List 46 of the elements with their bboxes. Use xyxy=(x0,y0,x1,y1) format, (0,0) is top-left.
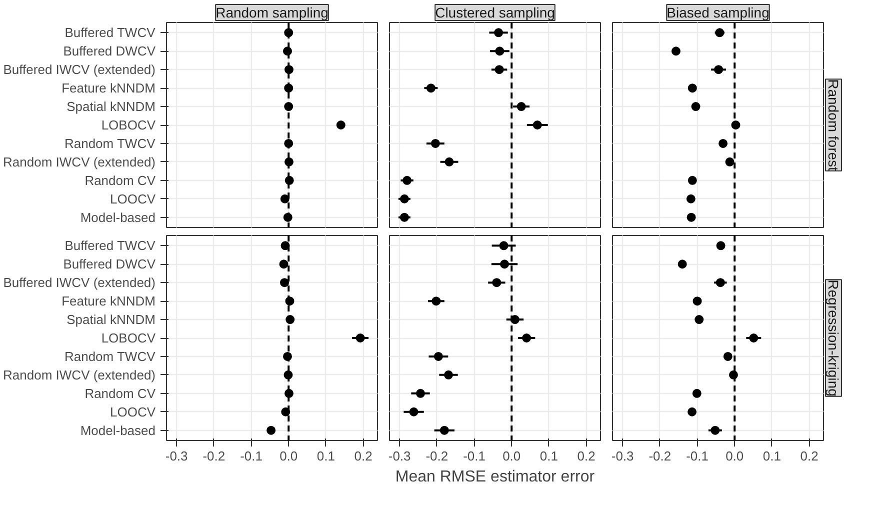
y-tick-label: Buffered IWCV (extended) xyxy=(3,62,156,78)
y-tick-label: Random TWCV xyxy=(64,348,156,364)
x-tick-label: -0.2 xyxy=(202,448,226,464)
y-tick-label: Spatial kNNDM xyxy=(66,99,156,114)
y-tick-label: Buffered TWCV xyxy=(64,25,156,40)
y-tick-label: Buffered DWCV xyxy=(63,44,156,59)
x-tick-label: -0.1 xyxy=(240,448,262,464)
chart-title: Random sampling xyxy=(216,4,328,20)
y-tick-label: Random CV xyxy=(84,386,156,401)
y-tick-label: Buffered TWCV xyxy=(64,238,156,254)
y-tick-label: LOBOCV xyxy=(101,330,156,346)
y-tick-label: Feature kNNDM xyxy=(62,294,156,309)
x-tick-label: 0.1 xyxy=(762,448,782,464)
x-tick-label: 0.0 xyxy=(502,448,521,464)
x-tick-label: -0.1 xyxy=(686,448,708,464)
x-tick-label: 0.1 xyxy=(540,448,558,464)
y-tick-label: Model-based xyxy=(80,210,156,225)
x-tick-label: 0.0 xyxy=(726,448,744,464)
y-tick-label: Buffered DWCV xyxy=(63,256,156,272)
x-tick-label: 0.1 xyxy=(316,448,336,464)
x-axis-title: Mean RMSE estimator error xyxy=(395,468,596,486)
x-tick-label: -0.2 xyxy=(648,448,672,464)
x-tick-label: -0.3 xyxy=(388,448,411,464)
x-tick-label: 0.2 xyxy=(354,448,372,464)
y-tick-label: Random IWCV (extended) xyxy=(3,367,156,382)
y-tick-label: Model-based xyxy=(80,422,156,438)
x-tick-label: -0.1 xyxy=(463,448,486,464)
x-tick-label: 0.0 xyxy=(280,448,298,464)
y-tick-label: LOOCV xyxy=(110,191,156,206)
y-tick-label: Random IWCV (extended) xyxy=(3,154,156,170)
x-tick-label: 0.2 xyxy=(577,448,596,464)
y-tick-label: Random TWCV xyxy=(64,136,156,151)
x-tick-label: 0.2 xyxy=(800,448,818,464)
chart-title: Biased sampling xyxy=(666,4,770,20)
y-tick-label: Buffered IWCV (extended) xyxy=(3,275,156,290)
chart-title: Clustered sampling xyxy=(435,4,555,20)
y-tick-label: Feature kNNDM xyxy=(62,80,156,96)
x-tick-label: -0.3 xyxy=(165,448,188,464)
y2-axis-title: Random forest xyxy=(826,79,842,172)
y-tick-label: LOOCV xyxy=(110,404,156,420)
y-tick-label: Random CV xyxy=(84,172,156,188)
y-tick-label: LOBOCV xyxy=(101,118,156,132)
x-tick-label: -0.3 xyxy=(611,448,634,464)
x-tick-label: -0.2 xyxy=(426,448,448,464)
y2-axis-title: Regression-kriging xyxy=(826,280,842,396)
y-tick-label: Spatial kNNDM xyxy=(66,312,156,328)
